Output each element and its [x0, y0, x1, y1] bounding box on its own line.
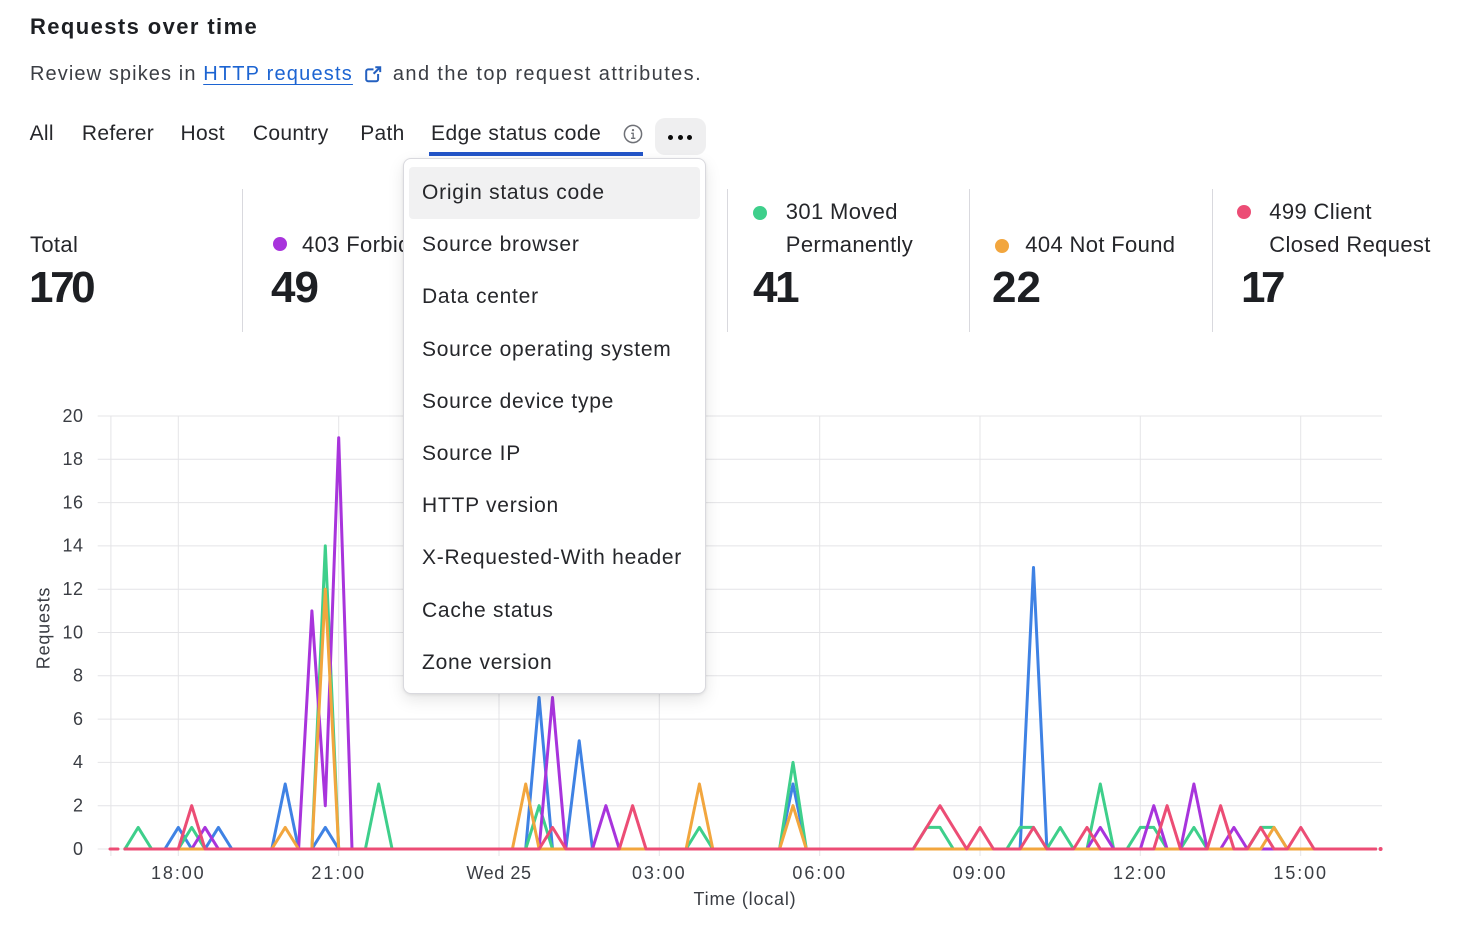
svg-text:10: 10 — [62, 622, 83, 642]
svg-text:15:00: 15:00 — [1273, 863, 1328, 883]
svg-text:12: 12 — [62, 579, 83, 599]
svg-text:2: 2 — [73, 796, 84, 816]
svg-text:06:00: 06:00 — [792, 863, 847, 883]
svg-text:16: 16 — [62, 492, 83, 512]
svg-text:Requests: Requests — [34, 587, 54, 669]
svg-text:Wed 25: Wed 25 — [466, 863, 531, 883]
svg-text:0: 0 — [73, 839, 84, 859]
svg-text:09:00: 09:00 — [953, 863, 1008, 883]
svg-text:18:00: 18:00 — [151, 863, 206, 883]
svg-text:8: 8 — [73, 666, 84, 686]
svg-text:03:00: 03:00 — [632, 863, 687, 883]
svg-text:Time (local): Time (local) — [694, 889, 797, 909]
svg-text:21:00: 21:00 — [311, 863, 366, 883]
svg-text:12:00: 12:00 — [1113, 863, 1168, 883]
svg-text:20: 20 — [62, 406, 83, 426]
svg-text:6: 6 — [73, 709, 84, 729]
svg-text:14: 14 — [62, 536, 83, 556]
svg-text:4: 4 — [73, 752, 84, 772]
svg-text:18: 18 — [62, 449, 83, 469]
